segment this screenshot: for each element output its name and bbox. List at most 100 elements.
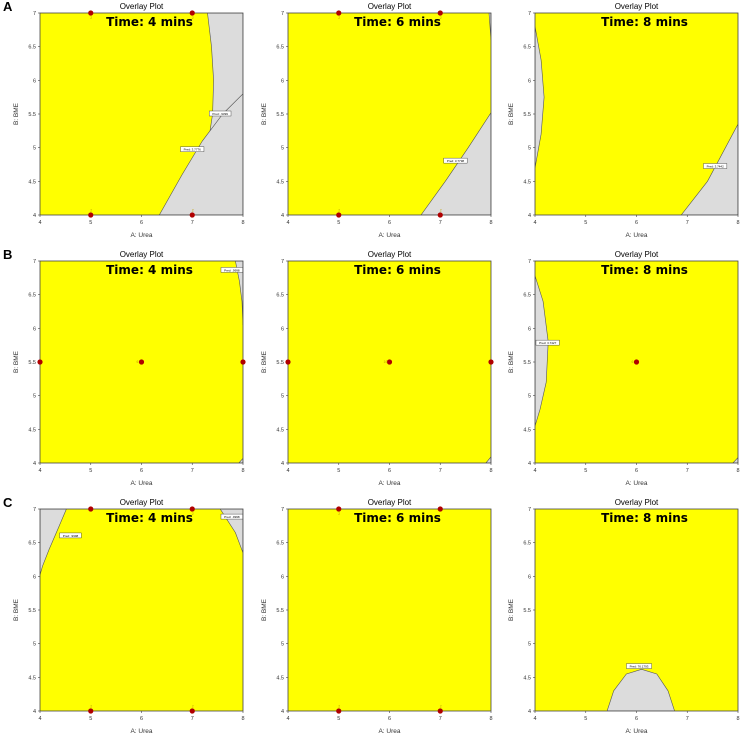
infeasible-region bbox=[680, 123, 738, 215]
y-tick-label: 4.5 bbox=[28, 427, 36, 433]
design-point bbox=[633, 359, 640, 365]
x-axis-label: A: Urea bbox=[130, 728, 152, 735]
y-tick-label: 7 bbox=[281, 259, 284, 265]
y-tick-label: 4 bbox=[281, 461, 284, 467]
prediction-flag-text: Pred: 3.7776 bbox=[184, 148, 202, 152]
plot-title: Overlay Plot bbox=[120, 2, 164, 11]
y-tick-label: 5 bbox=[528, 394, 531, 400]
infeasible-region bbox=[732, 457, 738, 463]
y-tick-label: 7 bbox=[33, 259, 36, 265]
x-tick-label: 6 bbox=[140, 468, 143, 474]
design-point-label: 16 bbox=[384, 360, 388, 364]
prediction-flag bbox=[180, 146, 205, 152]
time-label: Time: 4 mins bbox=[106, 263, 193, 277]
x-axis-label: A: Urea bbox=[378, 728, 400, 735]
prediction-flag bbox=[209, 110, 232, 117]
x-tick-label: 7 bbox=[686, 716, 689, 722]
y-tick-label: 4 bbox=[281, 709, 284, 715]
y-tick-label: 5 bbox=[528, 146, 531, 152]
plot-title: Overlay Plot bbox=[368, 2, 412, 11]
prediction-flag bbox=[220, 267, 243, 273]
x-tick-label: 5 bbox=[89, 716, 92, 722]
x-tick-label: 6 bbox=[388, 716, 391, 722]
feasible-region bbox=[535, 13, 738, 215]
x-tick-label: 5 bbox=[337, 716, 340, 722]
y-tick-label: 7 bbox=[281, 507, 284, 513]
time-label: Time: 8 mins bbox=[601, 15, 688, 29]
y-tick-label: 4.5 bbox=[523, 427, 531, 433]
design-point-label: 2 bbox=[192, 209, 194, 213]
y-axis-label: B: BME bbox=[261, 350, 268, 373]
design-point bbox=[189, 506, 195, 512]
x-tick-label: 6 bbox=[140, 220, 143, 226]
prediction-flag bbox=[59, 532, 82, 539]
y-axis-label: B: BME bbox=[261, 102, 268, 125]
design-point-label: 2 bbox=[90, 705, 92, 709]
y-axis-label: B: BME bbox=[13, 598, 20, 621]
design-point-label: 2 bbox=[440, 209, 442, 213]
y-tick-label: 5 bbox=[528, 642, 531, 648]
plot-title: Overlay Plot bbox=[615, 2, 659, 11]
plot-title: Overlay Plot bbox=[120, 250, 164, 259]
y-axis-label: B: BME bbox=[508, 102, 515, 125]
overlay-plot-panel: Overlay Plot 4 5 6 7 8 4 4.5 5 5.5 6 6.5 7 A: Urea B: … bbox=[508, 498, 740, 735]
design-point-label: 6 bbox=[137, 360, 139, 364]
design-point bbox=[437, 212, 443, 218]
feasible-region bbox=[40, 509, 243, 711]
time-label: Time: 4 mins bbox=[106, 511, 193, 525]
infeasible-region bbox=[488, 13, 491, 40]
y-tick-label: 4.5 bbox=[276, 179, 284, 185]
plot-title: Overlay Plot bbox=[120, 498, 164, 507]
x-axis-label: A: Urea bbox=[625, 480, 647, 487]
y-tick-label: 4 bbox=[33, 213, 36, 219]
y-tick-label: 6.5 bbox=[523, 293, 531, 299]
overlay-plot-panel: Overlay Plot 4 5 6 7 8 4 4.5 5 5.5 6 6.5 7 A: Urea B: … bbox=[261, 250, 494, 487]
x-tick-label: 4 bbox=[286, 716, 289, 722]
y-tick-label: 7 bbox=[528, 259, 531, 265]
x-axis-label: A: Urea bbox=[625, 728, 647, 735]
infeasible-region bbox=[40, 509, 67, 576]
y-tick-label: 6.5 bbox=[523, 541, 531, 547]
y-tick-label: 4.5 bbox=[28, 179, 36, 185]
x-tick-label: 7 bbox=[439, 468, 442, 474]
feasible-region bbox=[288, 509, 491, 711]
x-tick-label: 8 bbox=[736, 716, 739, 722]
y-tick-label: 4 bbox=[33, 709, 36, 715]
design-point-label: 2 bbox=[90, 16, 92, 20]
x-tick-label: 4 bbox=[533, 468, 536, 474]
design-point-label: 2 bbox=[338, 209, 340, 213]
design-point bbox=[189, 708, 195, 714]
y-tick-label: 4.5 bbox=[523, 675, 531, 681]
design-point bbox=[437, 708, 443, 714]
design-point bbox=[88, 506, 94, 512]
y-axis-label: B: BME bbox=[261, 598, 268, 621]
prediction-flag-text: Pred: .9998 bbox=[63, 534, 79, 538]
y-tick-label: 6 bbox=[528, 326, 531, 332]
time-label: Time: 8 mins bbox=[601, 263, 688, 277]
x-axis-label: A: Urea bbox=[130, 232, 152, 239]
y-tick-label: 7 bbox=[33, 11, 36, 17]
time-label: Time: 4 mins bbox=[106, 15, 193, 29]
design-point bbox=[88, 212, 94, 218]
design-point-label: 2 bbox=[192, 512, 194, 516]
plot-title: Overlay Plot bbox=[368, 250, 412, 259]
y-tick-label: 6 bbox=[33, 574, 36, 580]
overlay-plot-panel: B Overlay Plot 4 5 6 7 8 4 4.5 5 5.5 6 6.5 7 A: Urea B:… bbox=[3, 247, 246, 487]
x-tick-label: 4 bbox=[38, 220, 41, 226]
y-tick-label: 6.5 bbox=[28, 541, 36, 547]
x-tick-label: 5 bbox=[337, 220, 340, 226]
y-tick-label: 6 bbox=[33, 326, 36, 332]
y-tick-label: 5.5 bbox=[276, 112, 284, 118]
y-tick-label: 4 bbox=[528, 709, 531, 715]
panel-row-label: A bbox=[3, 0, 13, 14]
y-tick-label: 6 bbox=[528, 78, 531, 84]
y-tick-label: 6 bbox=[528, 574, 531, 580]
y-tick-label: 7 bbox=[528, 11, 531, 17]
y-tick-label: 5.5 bbox=[276, 360, 284, 366]
prediction-flag bbox=[220, 513, 243, 520]
x-tick-label: 4 bbox=[533, 220, 536, 226]
x-tick-label: 5 bbox=[89, 220, 92, 226]
x-tick-label: 8 bbox=[489, 716, 492, 722]
x-tick-label: 6 bbox=[140, 716, 143, 722]
infeasible-region bbox=[485, 456, 491, 463]
